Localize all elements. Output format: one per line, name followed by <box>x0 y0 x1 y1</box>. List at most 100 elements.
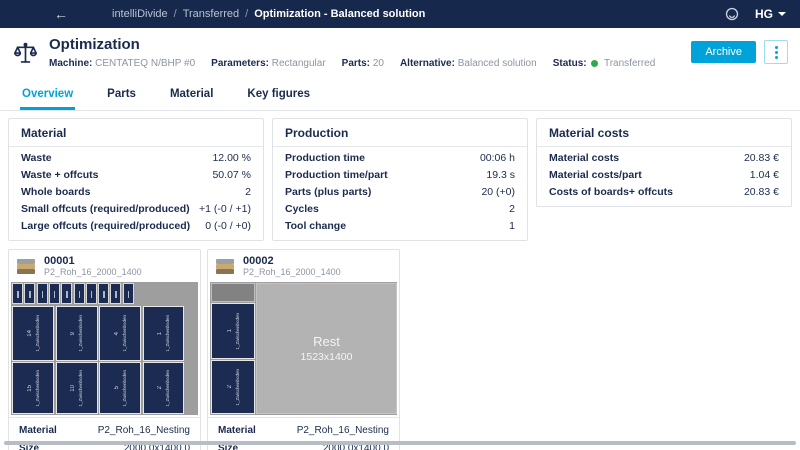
part-name: 1_Zwischenboden <box>78 315 83 352</box>
stat-label: Material <box>19 424 57 436</box>
stat-label: Waste + offcuts <box>21 169 99 181</box>
stat-value: 50.07 % <box>212 169 251 181</box>
stat-value: P2_Roh_16_Nesting <box>296 424 389 436</box>
stat-label: Material <box>218 424 256 436</box>
board-row-size: Size 2000.0x1400.0 <box>208 439 399 450</box>
more-options-button[interactable] <box>764 40 788 64</box>
board-card-00002[interactable]: 00002 P2_Roh_16_2000_1400 1 1_Zwischenbo… <box>207 249 400 450</box>
alternative-value: Balanced solution <box>457 58 537 69</box>
stat-row-production-time: Production time 00:06 h <box>273 150 527 167</box>
strip-part <box>24 283 36 304</box>
strip-part <box>12 283 23 304</box>
part-name: 1_Zwischenboden <box>34 315 40 352</box>
rest-area: Rest 1523x1400 <box>256 283 397 414</box>
optimization-scales-icon <box>12 40 39 72</box>
stat-value: 19.3 s <box>486 169 515 181</box>
stat-value: 1.04 € <box>749 169 779 181</box>
stat-row-tool-change: Tool change 1 <box>273 218 527 235</box>
status-value: Transferred <box>603 58 656 69</box>
parameters-label: Parameters: <box>211 58 269 69</box>
back-icon[interactable]: ← <box>54 6 68 22</box>
homag-logo: HG <box>755 7 773 21</box>
layout-part: 5 1_Zwischenboden <box>99 362 141 414</box>
part-number: 1 <box>226 329 233 333</box>
stat-label: Whole boards <box>21 186 91 198</box>
board-details-table: Material P2_Roh_16_Nesting Size 2000.0x1… <box>9 417 200 450</box>
layout-part: 4 1_Zwischenboden <box>99 306 141 361</box>
machine-value: CENTATEQ N/BHP #0 <box>95 58 196 69</box>
parts-label: Parts: <box>341 58 371 69</box>
kebab-dot <box>774 45 778 49</box>
stat-label: Parts (plus parts) <box>285 186 372 198</box>
stat-row-small-offcuts: Small offcuts (required/produced) +1 (-0… <box>9 201 263 218</box>
stat-row-large-offcuts: Large offcuts (required/produced) 0 (-0 … <box>9 218 263 235</box>
breadcrumb-separator: / <box>173 8 177 20</box>
board-stack-icon <box>216 259 236 274</box>
board-header: 00002 P2_Roh_16_2000_1400 <box>208 250 399 282</box>
part-number: 2 <box>156 386 163 390</box>
archive-button[interactable]: Archive <box>691 41 756 63</box>
stat-value: 2000.0x1400.0 <box>322 442 389 450</box>
stat-row-costs-boards-offcuts: Costs of boards+ offcuts 20.83 € <box>537 184 791 201</box>
tab-parts[interactable]: Parts <box>107 88 136 100</box>
part-name: 1_Zwischenboden <box>164 315 170 352</box>
page-title: Optimization <box>49 36 140 53</box>
material-costs-card: Material costs Material costs 20.83 € Ma… <box>536 118 792 207</box>
production-card-title: Production <box>273 119 527 147</box>
strip-part <box>122 283 134 304</box>
part-number: 15 <box>26 384 33 392</box>
layout-part: 2 1_Zwischenboden <box>142 362 184 414</box>
chevron-down-icon <box>778 12 786 16</box>
strip-part <box>98 283 110 304</box>
parts-value: 20 <box>372 58 384 69</box>
board-card-00001[interactable]: 00001 P2_Roh_16_2000_1400 14 1 <box>8 249 201 450</box>
part-number: 5 <box>113 386 120 390</box>
help-icon[interactable] <box>725 7 739 21</box>
kebab-dot <box>774 55 778 59</box>
strip-part <box>48 283 60 304</box>
cutting-layout-00001[interactable]: 14 1_Zwischenboden 9 1_Zwischenboden 4 1… <box>11 282 198 415</box>
offcut-area <box>211 283 255 302</box>
horizontal-scrollbar[interactable] <box>4 441 796 445</box>
rest-label: Rest <box>313 334 340 349</box>
material-card-title: Material <box>9 119 263 147</box>
stat-row-parts-plus: Parts (plus parts) 20 (+0) <box>273 184 527 201</box>
part-name: 1_Zwischenboden <box>234 312 240 350</box>
board-id: 00001 <box>44 255 75 267</box>
part-name: 1_Zwischenboden <box>34 369 40 407</box>
board-row-material: Material P2_Roh_16_Nesting <box>208 421 399 439</box>
optimization-meta-line: Machine: CENTATEQ N/BHP #0 Parameters: R… <box>49 58 671 69</box>
board-details-table: Material P2_Roh_16_Nesting Size 2000.0x1… <box>208 417 399 450</box>
tab-material[interactable]: Material <box>169 88 214 100</box>
stat-label: Production time/part <box>285 169 388 181</box>
stat-value: 00:06 h <box>479 152 515 164</box>
strip-part <box>36 283 48 304</box>
breadcrumb-transferred[interactable]: Transferred <box>182 8 240 20</box>
material-card: Material Waste 12.00 % Waste + offcuts 5… <box>8 118 264 241</box>
part-name: 1_Zwischenboden <box>121 315 127 352</box>
board-row-material: Material P2_Roh_16_Nesting <box>9 421 200 439</box>
stat-label: Material costs/part <box>549 169 642 181</box>
account-menu-button[interactable]: HG <box>755 7 786 21</box>
stat-row-waste-offcuts: Waste + offcuts 50.07 % <box>9 167 263 184</box>
part-name: 1_Zwischenboden <box>164 369 170 407</box>
breadcrumb-app[interactable]: intelliDivide <box>112 8 168 20</box>
stat-label: Tool change <box>285 220 347 232</box>
strip-part <box>85 283 97 304</box>
alternative-label: Alternative: <box>399 58 455 69</box>
part-name: 1_Zwischenboden <box>121 369 127 407</box>
tab-overview[interactable]: Overview <box>20 80 76 110</box>
page-header: Optimization Machine: CENTATEQ N/BHP #0 … <box>0 28 800 78</box>
cutting-layout-00002[interactable]: 1 1_Zwischenboden 2 1_Zwischenboden Rest… <box>210 282 397 415</box>
machine-label: Machine: <box>49 58 93 69</box>
stat-value: +1 (-0 / +1) <box>199 203 251 215</box>
strip-part <box>61 283 73 304</box>
stat-value: 20.83 € <box>743 152 779 164</box>
stat-value: 0 (-0 / +0) <box>205 220 251 232</box>
stat-label: Large offcuts (required/produced) <box>21 220 191 232</box>
layout-part: 1 1_Zwischenboden <box>211 303 255 359</box>
part-number: 4 <box>113 331 120 336</box>
layout-part: 10 1_Zwischenboden <box>55 362 98 414</box>
tab-key-figures[interactable]: Key figures <box>247 88 311 100</box>
layout-part: 15 1_Zwischenboden <box>12 362 54 414</box>
